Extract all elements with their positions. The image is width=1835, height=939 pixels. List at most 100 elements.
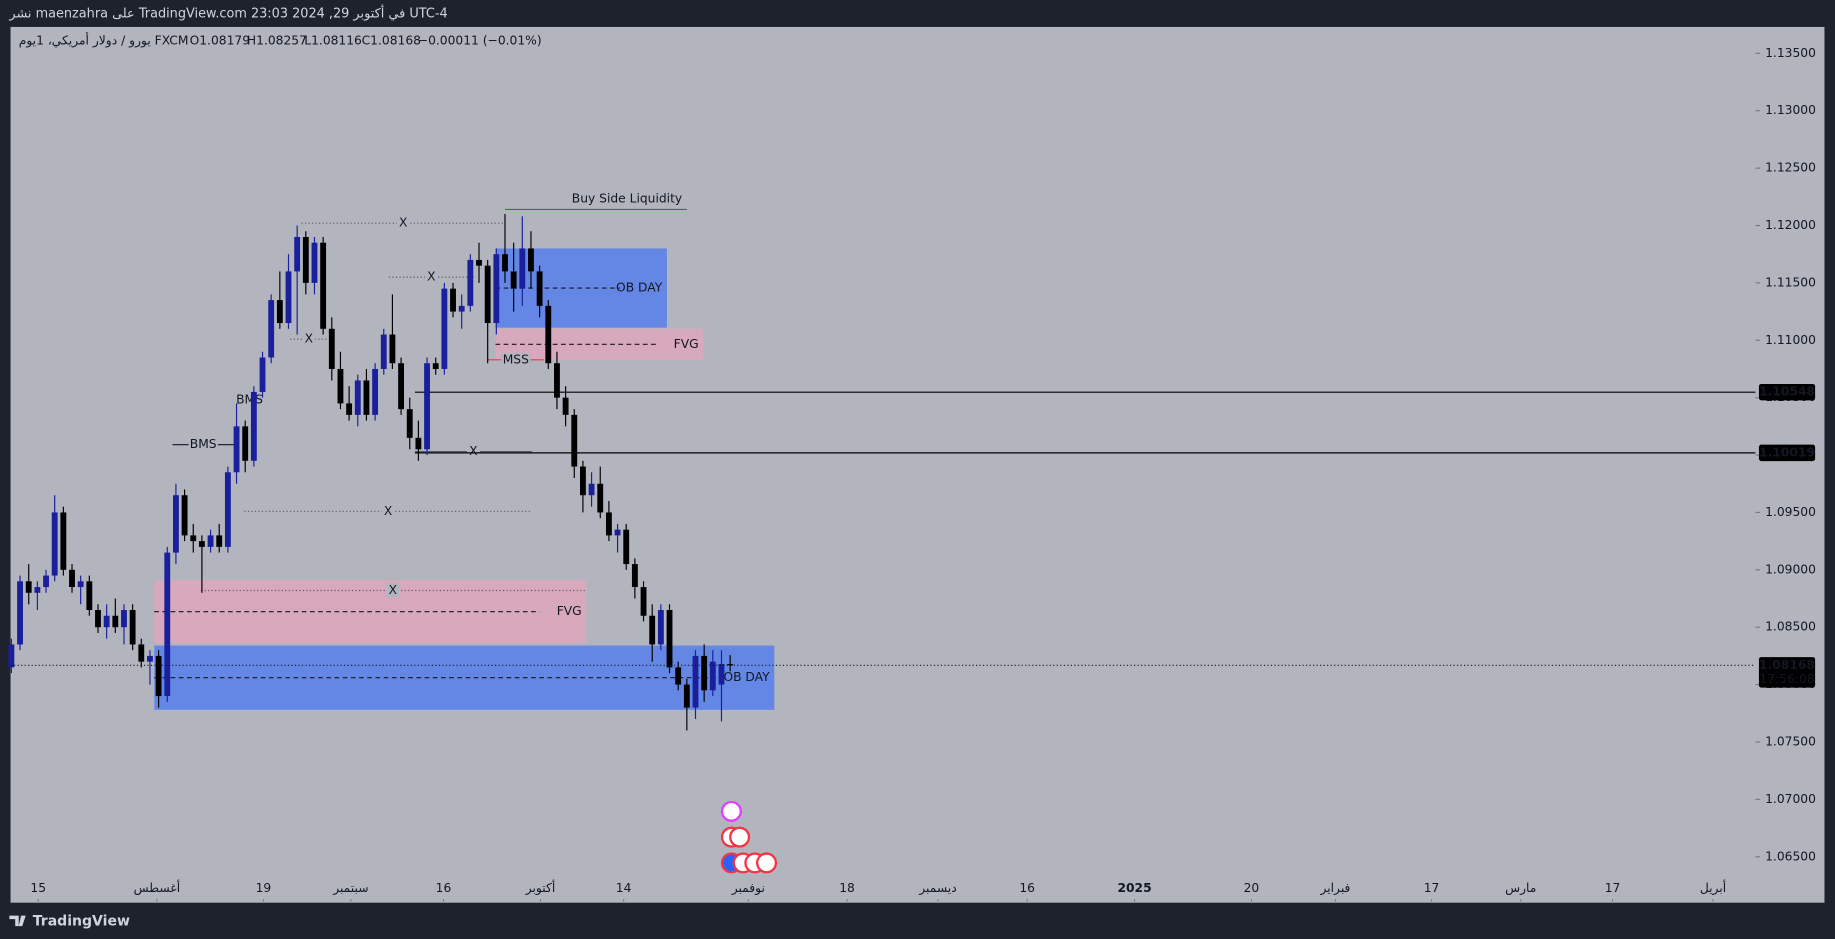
y-tick-label: 1.07000 [1765,792,1816,806]
candle-body [190,535,197,542]
marker-label-bg [501,352,531,367]
brand: TradingView [33,913,130,929]
zone-label: FVG [674,337,699,351]
legend-symbol: يورو / دولار أمريكي، 1يوم FXCM [19,32,189,48]
legend-high: H1.08257 [247,33,307,47]
candle-body [216,535,223,547]
candle-body [718,663,725,685]
price-line-label: 1.10548 [1759,385,1815,399]
candle-body [631,564,638,588]
candle-body [666,609,673,668]
candle-body [545,305,552,364]
x-tick-label: 17 [1605,881,1621,895]
candle-body [95,609,101,628]
marker-label: X [305,332,314,346]
y-tick-label: 1.12000 [1765,218,1816,232]
y-tick-label: 1.07500 [1765,734,1816,748]
candle-body [588,483,595,496]
candle-body [112,615,119,628]
candle-body [129,609,136,645]
marker-label: X [427,270,436,284]
marker-label-bg [466,444,480,459]
candle-body [43,575,49,588]
candle-body [450,288,456,312]
candle-body [198,541,205,547]
last-price-label: 1.08168 [1759,658,1815,672]
candle-body [649,615,656,645]
candle-body [424,363,430,450]
x-tick-label: 2025 [1117,881,1151,895]
marker-label-bg [396,216,410,231]
candle-body [441,288,448,369]
candle-body [34,587,41,593]
marker-label: BMS [236,392,263,406]
candle-body [337,368,344,404]
candle-body [138,644,145,662]
x-tick-label: أبريل [1700,880,1726,896]
candle-body [224,472,231,547]
last-price-tag [1758,657,1816,688]
candle-body [701,655,708,691]
candle-body [181,495,188,536]
candle-body [493,254,500,324]
candle-body [675,667,682,685]
candle-body [69,569,75,588]
marker-label: X [469,444,478,458]
candle-body [579,466,586,496]
y-tick-label: 1.11000 [1765,333,1816,347]
y-tick-label: 1.12500 [1765,161,1816,175]
legend-change: −0.00011 (−0.01%) [418,33,542,47]
event-icons [720,800,778,874]
marker-label: X [399,216,408,230]
candle-body [727,664,734,666]
candle-body [285,271,292,324]
candle-body [389,334,396,364]
candle-body [640,587,647,616]
marker-label-bg [386,583,400,598]
x-tick-label: مارس [1505,881,1536,896]
candle-body [17,581,23,645]
candle-body [406,409,413,438]
marker-label: BMS [190,437,217,451]
candle-body [173,495,179,553]
candle-body [346,403,353,415]
candle-body [147,655,153,662]
candle-body [398,363,405,410]
x-tick-label: 19 [256,881,272,895]
marker-label-bg [302,332,316,347]
candle-body [605,512,612,536]
legend-close: C1.08168 [362,33,421,47]
candle-body [121,609,127,628]
x-tick-label: 14 [616,881,632,895]
candle-body [276,300,283,324]
candle-body [207,535,214,547]
price-line-tag [1758,383,1816,401]
y-tick-label: 1.11500 [1765,275,1816,289]
x-tick-label: 16 [436,881,452,895]
candle-body [302,236,309,283]
candle-body [476,259,482,266]
candle-body [614,529,621,536]
candle-body [380,334,387,369]
candle-body [528,248,534,272]
zone-label: OB DAY [723,670,770,684]
candle-body [25,581,32,593]
x-tick-label: 20 [1244,881,1260,895]
candle-body [562,397,569,415]
countdown: 17:56:08 [1759,672,1814,686]
candle-body [502,254,508,272]
marker-label-bg [424,270,438,285]
candle-body [510,271,517,289]
marker-label: X [384,504,393,518]
marker-label-bg [381,504,395,519]
x-tick-label: 15 [30,881,46,895]
candle-body [60,512,67,570]
candle-body [259,357,266,392]
marker-label: MSS [503,352,529,366]
x-tick-label: 16 [1019,881,1035,895]
x-tick-label: 17 [1424,881,1440,895]
candle-body [692,655,699,708]
plot-background [10,26,1825,903]
x-tick-label: فبراير [1319,881,1350,896]
